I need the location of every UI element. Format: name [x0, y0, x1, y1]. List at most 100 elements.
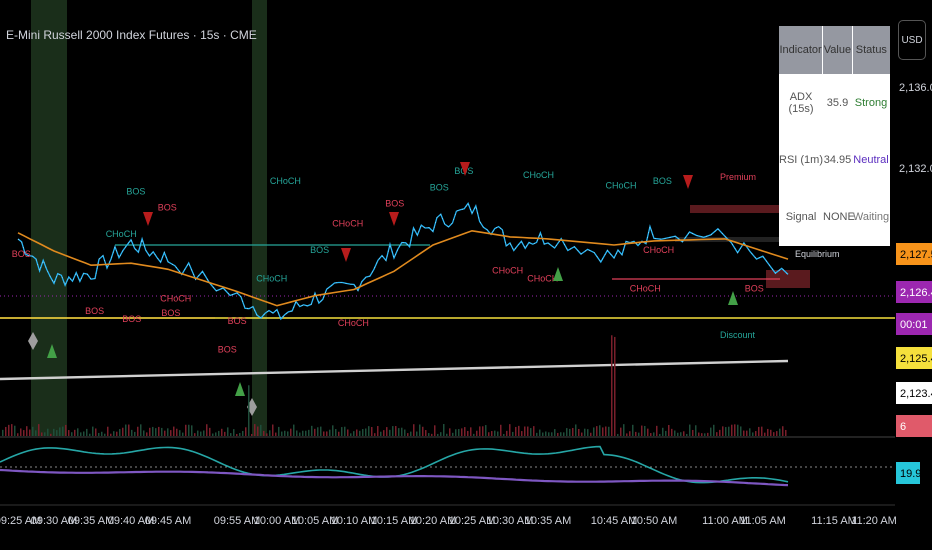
volume-bar [461, 428, 463, 436]
volume-bar [347, 429, 349, 436]
volume-bar [290, 428, 292, 436]
header-status: Status [855, 44, 887, 56]
ema-line [17, 229, 789, 307]
volume-bar [470, 427, 472, 436]
volume-bar [215, 432, 217, 436]
volume-bar [464, 427, 466, 436]
sell-signal-triangle [389, 212, 399, 226]
volume-bar [83, 431, 85, 436]
volume-bar [458, 429, 460, 436]
volume-bar [128, 424, 130, 436]
volume-bar [575, 424, 577, 436]
volume-bar [167, 428, 169, 436]
structure-label: BOS [158, 203, 177, 213]
volume-bar [707, 432, 709, 436]
volume-bar [173, 426, 175, 436]
structure-label: BOS [122, 314, 141, 324]
structure-label: CHoCH [106, 229, 137, 239]
volume-bar [263, 430, 265, 436]
structure-label: CHoCH [630, 284, 661, 294]
volume-bar [38, 424, 40, 436]
volume-bar [770, 429, 772, 436]
volume-bar [605, 426, 607, 436]
volume-bar [341, 427, 343, 436]
volume-bar [716, 432, 718, 436]
volume-bar [311, 425, 313, 436]
volume-bar [584, 428, 586, 436]
volume-bar [5, 426, 7, 436]
volume-bar [185, 424, 187, 436]
volume-bar [200, 431, 202, 436]
volume-bar [395, 426, 397, 436]
volume-bar [422, 426, 424, 436]
price-badge-label: 6 [900, 421, 906, 433]
volume-bar [110, 433, 112, 436]
volume-bar [650, 433, 652, 436]
volume-bar [419, 424, 421, 436]
volume-bar [626, 433, 628, 436]
row-value: 35.9 [826, 96, 849, 109]
volume-bar [500, 424, 502, 436]
time-tick-label: 10:30 AM [487, 515, 533, 527]
volume-bar [164, 430, 166, 436]
volume-bar [620, 427, 622, 436]
volume-bar [92, 426, 94, 436]
structure-label: CHoCH [527, 273, 558, 283]
volume-bar [287, 431, 289, 436]
volume-bar [80, 432, 82, 436]
volume-bar [380, 431, 382, 436]
currency-button[interactable]: USD [898, 20, 926, 60]
volume-bar [443, 424, 445, 436]
time-tick-label: 10:45 AM [591, 515, 637, 527]
volume-bar [107, 426, 109, 436]
volume-bar [161, 427, 163, 436]
structure-label: BOS [126, 186, 145, 196]
volume-bar [773, 432, 775, 436]
volume-bar [749, 428, 751, 436]
volume-bar [743, 430, 745, 436]
structure-label: BOS [430, 182, 449, 192]
volume-bar [677, 432, 679, 436]
volume-bar [89, 433, 91, 436]
volume-bar [248, 385, 250, 436]
volume-bar [680, 432, 682, 436]
volume-bar [434, 425, 436, 436]
volume-bar [119, 429, 121, 436]
chart-title: E-Mini Russell 2000 Index Futures · 15s … [6, 28, 257, 42]
time-tick-label: 10:00 AM [254, 515, 300, 527]
volume-bar [647, 428, 649, 436]
price-badge [896, 281, 932, 303]
volume-bar [713, 424, 715, 436]
indicator-row-adx: ADX (15s) 35.9 Strong [779, 74, 890, 131]
volume-bar [410, 431, 412, 436]
volume-bar [137, 426, 139, 436]
structure-label: BOS [385, 198, 404, 208]
structure-label: BOS [310, 245, 329, 255]
row-status: Strong [854, 96, 888, 109]
buy-signal-triangle [553, 267, 563, 281]
price-badge-label: 2,127.5 [900, 249, 932, 261]
volume-bar [356, 429, 358, 436]
volume-bar [563, 432, 565, 436]
volume-bar [662, 427, 664, 436]
volume-bar [158, 426, 160, 436]
volume-bar [728, 426, 730, 436]
price-scale[interactable]: 2,136.0 2,132.0 2,127.5 2,126.4 00:01 2,125.4… [896, 82, 932, 484]
volume-bar [176, 428, 178, 436]
volume-bar [359, 430, 361, 436]
volume-bar [149, 427, 151, 436]
structure-label: CHoCH [605, 180, 636, 190]
volume-bar [377, 426, 379, 436]
time-tick-label: 09:40 AM [108, 515, 154, 527]
price-tick-label: 2,136.0 [899, 82, 932, 94]
volume-bar [227, 427, 229, 436]
volume-bar [779, 428, 781, 436]
structure-label: BOS [228, 316, 247, 326]
indicator-table: Indicator Value Status ADX (15s) 35.9 St… [779, 26, 890, 246]
diamond-signal [28, 332, 38, 350]
volume-bar [203, 430, 205, 436]
volume-bar [371, 426, 373, 436]
structure-label: CHoCH [160, 294, 191, 304]
volume-bar [437, 433, 439, 436]
